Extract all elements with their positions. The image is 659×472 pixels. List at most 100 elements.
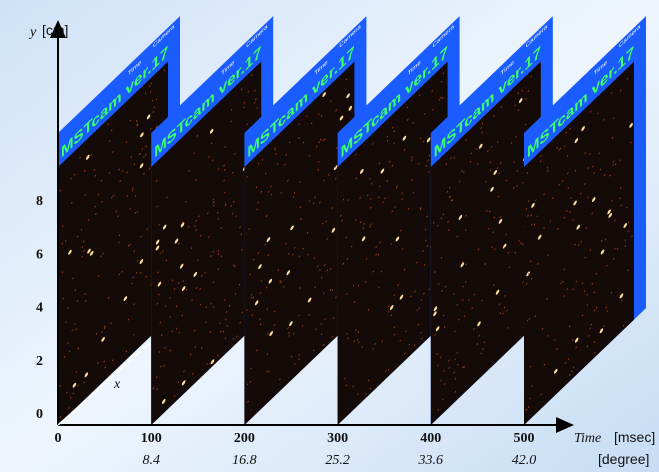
speckle <box>331 207 334 210</box>
speckle <box>257 252 260 255</box>
speckle <box>336 146 338 149</box>
speckle <box>257 162 260 165</box>
speckle <box>77 384 79 387</box>
speckle <box>451 199 454 202</box>
speckle <box>573 200 577 206</box>
speckle <box>440 256 443 259</box>
speckle <box>217 268 219 271</box>
speckle <box>477 248 480 251</box>
speckle <box>283 285 285 288</box>
speckle <box>462 299 464 301</box>
speckle <box>232 337 235 340</box>
speckle <box>243 106 245 109</box>
speckle <box>335 296 337 299</box>
speckle <box>505 233 507 236</box>
speckle <box>365 392 367 395</box>
speckle <box>346 332 348 335</box>
speckle <box>185 200 187 203</box>
speckle <box>103 327 106 330</box>
speckle <box>279 378 281 381</box>
speckle <box>161 398 166 404</box>
speckle <box>326 269 329 272</box>
speckle <box>320 333 323 336</box>
speckle <box>68 350 71 353</box>
speckle <box>288 334 290 337</box>
speckle <box>547 254 549 257</box>
speckle <box>599 168 602 171</box>
speckle <box>198 215 200 218</box>
speckle <box>377 253 380 256</box>
speckle <box>614 247 616 250</box>
speckle <box>320 276 323 279</box>
speckle <box>499 312 502 315</box>
speckle <box>540 393 542 396</box>
speckle <box>319 269 321 272</box>
speckle <box>566 210 568 212</box>
speckle <box>199 234 202 237</box>
speckle <box>597 112 599 115</box>
speckle <box>97 275 100 278</box>
speckle <box>326 237 328 240</box>
speckle <box>322 92 326 98</box>
speckle <box>440 217 443 220</box>
speckle <box>443 382 446 385</box>
speckle <box>178 331 180 334</box>
speckle <box>424 228 427 231</box>
x-tick-label: 500 <box>514 431 535 446</box>
speckle <box>197 259 199 262</box>
speckle <box>465 263 467 266</box>
speckle <box>118 234 121 237</box>
speckle <box>515 135 517 138</box>
speckle <box>503 246 506 249</box>
speckle <box>442 398 444 401</box>
speckle <box>158 351 161 354</box>
speckle <box>288 331 290 334</box>
speckle <box>171 330 173 333</box>
speckle <box>334 165 337 168</box>
speckle <box>224 204 226 207</box>
speckle <box>152 111 155 114</box>
speckle <box>590 110 592 113</box>
speckle <box>610 92 613 94</box>
speckle <box>301 324 304 327</box>
speckle <box>249 380 252 383</box>
speckle <box>374 343 376 346</box>
speckle <box>131 282 133 285</box>
speckle <box>293 332 295 335</box>
speckle <box>318 160 320 163</box>
speckle <box>531 223 533 226</box>
speckle <box>382 201 384 204</box>
speckle <box>437 409 440 411</box>
speckle <box>531 202 535 208</box>
speckle <box>387 310 390 313</box>
speckle <box>367 379 370 382</box>
speckle <box>115 210 118 213</box>
speckle <box>357 393 359 396</box>
speckle <box>529 260 532 263</box>
speckle <box>213 204 215 207</box>
speckle <box>619 293 624 299</box>
speckle <box>529 365 532 368</box>
speckle <box>412 121 414 124</box>
speckle <box>166 196 168 199</box>
speckle <box>521 89 524 92</box>
speckle <box>384 197 386 200</box>
speckle <box>110 129 113 132</box>
speckle <box>199 303 202 306</box>
speckle <box>425 164 428 167</box>
speckle <box>527 214 529 217</box>
speckle <box>345 78 348 81</box>
speckle <box>367 308 370 311</box>
speckle <box>416 309 418 312</box>
speckle <box>480 352 482 355</box>
speckle <box>385 369 387 372</box>
speckle <box>552 197 554 200</box>
speckle <box>470 152 472 155</box>
speckle <box>375 246 377 249</box>
speckle <box>357 331 360 334</box>
speckle <box>611 199 613 202</box>
speckle <box>606 264 608 267</box>
speckle <box>136 120 138 122</box>
speckle <box>572 339 574 342</box>
speckle <box>514 251 517 254</box>
